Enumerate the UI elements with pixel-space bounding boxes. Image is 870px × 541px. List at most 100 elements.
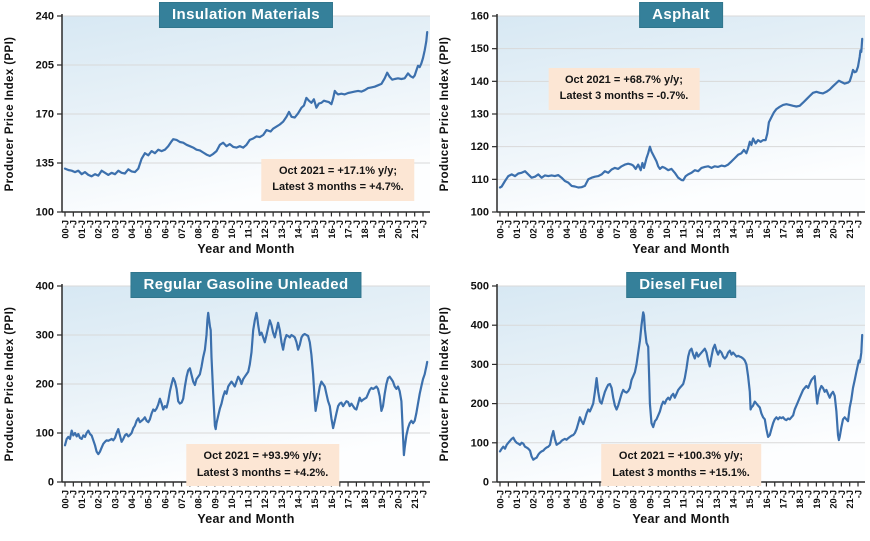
x-tick-label: 06-J [595,220,605,239]
x-tick-label: 08-J [629,490,639,509]
x-tick-label: -J [753,220,763,228]
x-tick-label: -J [219,490,229,498]
x-tick-label: 01-J [512,490,522,509]
x-tick-label: -J [252,220,262,228]
x-tick-label: 07-J [612,220,622,239]
x-tick-label: 18-J [795,220,805,239]
x-tick-label: -J [402,220,412,228]
chart-panel-diesel-fuel: 0 100 200 300 400 500 00-J -J 01-J -J 02-J -J 03-J -J… [435,270,870,541]
x-tick-label: -J [235,220,245,228]
y-tick-label: 120 [471,141,489,153]
y-tick-label: 200 [471,398,489,410]
x-tick-label: -J [670,490,680,498]
annotation-line-2: Latest 3 months = -0.7%. [559,90,689,103]
x-tick-label: -J [670,220,680,228]
annotation-box: Oct 2021 = +17.1% y/y; Latest 3 months =… [261,158,415,201]
y-axis-title: Producer Price Index (PPI) [439,37,451,192]
x-tick-label: 00-J [495,220,505,239]
diesel-fuel-chart-canvas: 010020030040050000-J-J01-J-J02-J-J03-J-J… [439,281,865,509]
x-tick-label: -J [285,220,295,228]
x-tick-label: -J [202,490,212,498]
x-tick-label: -J [85,220,95,228]
x-tick-label: 05-J [579,490,589,509]
y-tick-label: 300 [36,330,54,342]
x-tick-label: 13-J [277,490,287,509]
x-tick-label: 00-J [495,490,505,509]
x-tick-label: 02-J [529,490,539,509]
x-tick-label: -J [169,490,179,498]
annotation-line-1: Oct 2021 = +68.7% y/y; [564,73,683,86]
x-tick-label: 13-J [712,220,722,239]
x-tick-label: 01-J [77,490,87,509]
y-tick-label: 100 [471,437,489,449]
annotation-line-2: Latest 3 months = +4.2%. [196,466,329,479]
x-tick-label: 03-J [110,490,120,509]
x-tick-label: -J [570,220,580,228]
x-tick-label: -J [704,220,714,228]
x-tick-label: -J [252,490,262,498]
x-tick-label: -J [335,220,345,228]
y-tick-label: 140 [471,76,489,88]
x-tick-label: -J [318,490,328,498]
y-tick-label: 400 [36,281,54,293]
x-tick-label: -J [504,220,514,228]
x-tick-label: -J [85,490,95,498]
x-tick-label: -J [185,220,195,228]
x-tick-label: 09-J [210,220,220,239]
x-tick-label: -J [418,220,428,228]
x-tick-label: -J [402,490,412,498]
x-tick-label: -J [704,490,714,498]
asphalt-chart-canvas: 10011012013014015016000-J-J01-J-J02-J-J0… [439,11,865,239]
x-tick-label: -J [69,220,79,228]
x-tick-label: 16-J [327,220,337,239]
x-tick-label: 14-J [294,490,304,509]
x-tick-label: -J [853,220,863,228]
x-tick-label: 17-J [343,220,353,239]
x-tick-label: -J [302,220,312,228]
y-tick-label: 100 [36,428,54,440]
x-tick-label: 02-J [94,490,104,509]
x-tick-label: 13-J [712,490,722,509]
x-tick-label: 11-J [244,490,254,508]
x-tick-label: -J [285,490,295,498]
x-tick-label: -J [537,490,547,498]
x-tick-label: -J [837,220,847,228]
x-tick-label: 03-J [545,220,555,239]
x-tick-label: 05-J [579,220,589,239]
x-tick-label: -J [737,220,747,228]
x-tick-label: -J [570,490,580,498]
x-tick-label: 15-J [745,490,755,509]
x-tick-label: 13-J [277,220,287,239]
y-tick-label: 110 [471,174,489,186]
x-tick-label: -J [135,220,145,228]
x-tick-label: -J [554,220,564,228]
x-tick-label: 19-J [377,220,387,239]
x-tick-label: 09-J [210,490,220,509]
x-tick-label: 20-J [393,220,403,239]
x-tick-label: 08-J [194,490,204,509]
y-tick-label: 300 [471,359,489,371]
x-tick-label: 03-J [110,220,120,239]
chart-title-banner: Insulation Materials [158,2,334,28]
x-tick-label: -J [302,490,312,498]
x-tick-label: -J [770,220,780,228]
x-tick-label: -J [587,220,597,228]
x-tick-label: 12-J [260,490,270,509]
y-tick-label: 100 [471,207,489,219]
chart-panel-asphalt: 100 110 120 130 140 150 160 00-J -J 01-J -J 02-J -J 0… [435,0,870,270]
x-tick-label: -J [770,490,780,498]
x-tick-label: -J [654,220,664,228]
insulation-materials-chart-canvas: 10013517020524000-J-J01-J-J02-J-J03-J-J0… [4,11,430,239]
annotation-box: Oct 2021 = +100.3% y/y; Latest 3 months … [601,444,761,487]
x-tick-label: -J [587,490,597,498]
x-tick-label: -J [135,490,145,498]
x-tick-label: -J [620,490,630,498]
x-tick-label: -J [69,490,79,498]
annotation-line-1: Oct 2021 = +93.9% y/y; [203,450,322,463]
chart-panel-regular-gasoline-unleaded: 0 100 200 300 400 00-J -J 01-J -J 02-J -J 03-J -J 04-… [0,270,435,541]
x-tick-label: -J [687,220,697,228]
annotation-box: Oct 2021 = +68.7% y/y; Latest 3 months =… [548,67,700,110]
x-tick-label: 00-J [60,220,70,239]
x-tick-label: 10-J [662,220,672,239]
x-tick-label: -J [787,490,797,498]
